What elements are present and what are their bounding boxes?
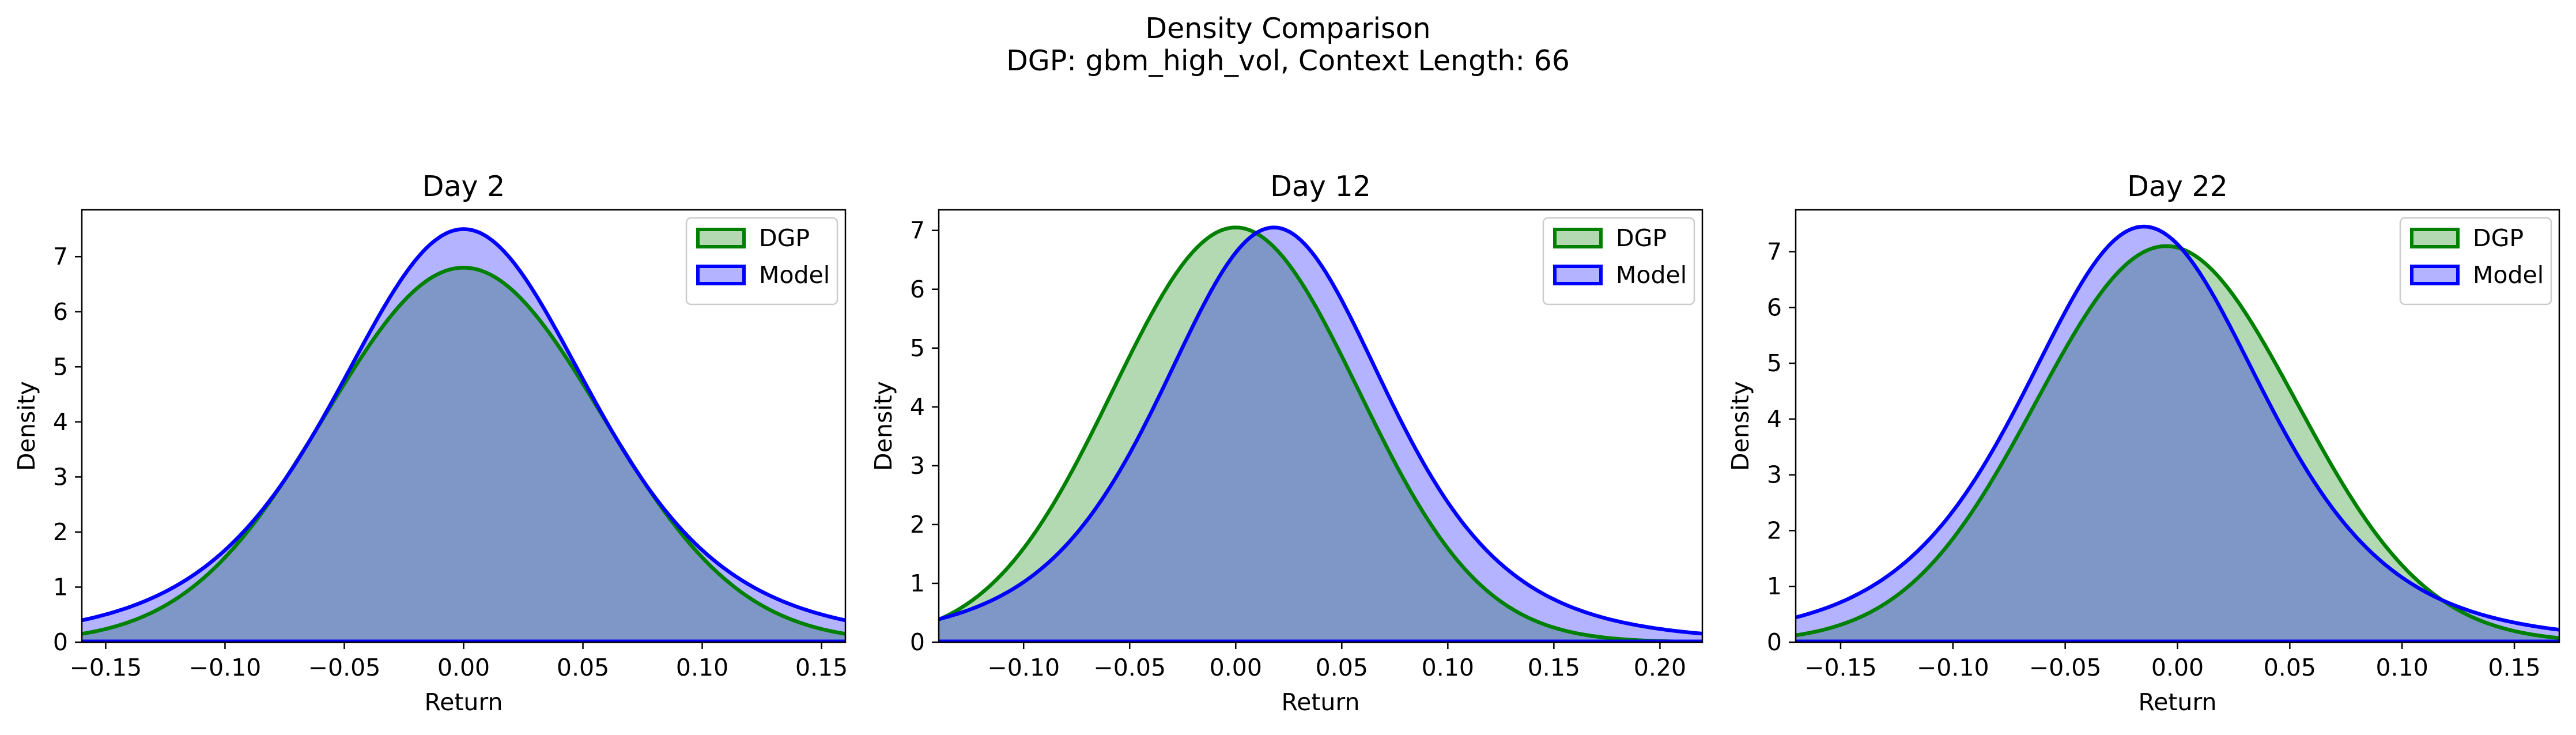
x-tick-label: −0.15 xyxy=(1804,654,1877,681)
y-tick-label: 6 xyxy=(1767,293,1782,321)
x-tick-label: 0.15 xyxy=(2488,654,2540,681)
y-tick-label: 2 xyxy=(910,511,925,538)
x-tick-label: −0.10 xyxy=(189,654,262,681)
y-tick-label: 3 xyxy=(53,463,68,491)
figure-title: Density Comparison xyxy=(1145,12,1430,45)
y-axis-label: Density xyxy=(1727,381,1754,471)
model-legend-swatch xyxy=(2410,265,2460,285)
model-density-line xyxy=(82,227,845,623)
x-tick-label: 0.15 xyxy=(795,654,848,681)
panel-title: Day 2 xyxy=(422,170,505,203)
dgp-density-line xyxy=(939,225,1702,642)
legend: DGP Model xyxy=(2399,217,2552,306)
x-axis-label: Return xyxy=(2138,688,2216,716)
panel-day-12: −0.10 −0.05 0.00 0.05 0.10 0.15 0.20 0 1 2 3 4 5 6 7 Da… xyxy=(870,170,1704,716)
dgp-legend-swatch xyxy=(2410,228,2460,248)
x-tick-label: −0.05 xyxy=(1093,654,1166,681)
y-tick-label: 2 xyxy=(1767,517,1782,544)
plot-area xyxy=(1796,224,2559,642)
x-tick-label: −0.05 xyxy=(2029,654,2102,681)
overlap-fill xyxy=(82,267,845,642)
y-tick-label: 0 xyxy=(1767,628,1782,656)
x-tick-label: 0.05 xyxy=(557,654,609,681)
y-tick-label: 6 xyxy=(910,276,925,303)
x-tick-label: −0.15 xyxy=(70,654,142,681)
legend-label-dgp: DGP xyxy=(2473,224,2524,252)
y-tick-label: 5 xyxy=(53,353,68,380)
panel-title: Day 22 xyxy=(2127,170,2228,203)
y-tick-label: 6 xyxy=(53,298,68,326)
x-tick-label: 0.15 xyxy=(1528,654,1580,681)
x-tick-label: 0.10 xyxy=(2376,654,2428,681)
x-tick-label: −0.10 xyxy=(987,654,1060,681)
y-tick-label: 0 xyxy=(53,628,68,656)
x-tick-label: 0.00 xyxy=(1210,654,1262,681)
y-tick-label: 2 xyxy=(53,518,68,546)
model-legend-swatch xyxy=(1553,265,1603,285)
y-axis-label: Density xyxy=(13,381,40,471)
x-tick-label: −0.05 xyxy=(308,654,381,681)
y-tick-label: 5 xyxy=(1767,349,1782,377)
overlap-fill xyxy=(939,233,1702,642)
plot-area xyxy=(82,227,845,642)
panel-day-22: −0.15 −0.10 −0.05 0.00 0.05 0.10 0.15 0 1 2 3 4 5 6 7 D… xyxy=(1727,170,2560,716)
legend: DGP Model xyxy=(1542,217,1695,306)
legend-label-model: Model xyxy=(759,261,830,289)
y-tick-label: 4 xyxy=(1767,405,1782,433)
y-tick-label: 7 xyxy=(910,217,925,244)
overlap-fill xyxy=(1796,246,2559,642)
dgp-legend-swatch xyxy=(1553,228,1603,248)
dgp-density-line xyxy=(82,266,845,636)
x-tick-label: 0.20 xyxy=(1634,654,1686,681)
x-axis-label: Return xyxy=(424,688,503,716)
y-tick-label: 0 xyxy=(910,628,925,656)
y-tick-label: 3 xyxy=(1767,461,1782,489)
plot-area xyxy=(939,225,1702,642)
panel-title: Day 12 xyxy=(1270,170,1371,203)
x-tick-label: 0.10 xyxy=(676,654,728,681)
y-tick-label: 1 xyxy=(53,573,68,601)
legend-label-model: Model xyxy=(2473,261,2544,289)
y-tick-label: 1 xyxy=(1767,572,1782,600)
model-legend-swatch xyxy=(696,265,746,285)
axes-frame xyxy=(938,209,1704,643)
y-tick-label: 7 xyxy=(53,243,68,270)
dgp-legend-swatch xyxy=(696,228,746,248)
x-axis-label: Return xyxy=(1281,688,1359,716)
legend-label-model: Model xyxy=(1616,261,1687,289)
x-tick-label: 0.00 xyxy=(2151,654,2204,681)
x-tick-label: 0.00 xyxy=(437,654,490,681)
y-tick-label: 3 xyxy=(910,452,925,480)
y-tick-label: 1 xyxy=(910,570,925,597)
y-tick-label: 4 xyxy=(910,393,925,421)
y-axis-label: Density xyxy=(870,381,897,471)
figure-subtitle: DGP: gbm_high_vol, Context Length: 66 xyxy=(1006,44,1570,77)
legend: DGP Model xyxy=(685,217,838,306)
legend-label-dgp: DGP xyxy=(759,224,810,252)
model-density-line xyxy=(939,225,1702,636)
y-tick-label: 5 xyxy=(910,334,925,362)
x-tick-label: −0.10 xyxy=(1917,654,1989,681)
y-tick-label: 7 xyxy=(1767,238,1782,266)
x-tick-label: 0.05 xyxy=(1316,654,1368,681)
y-tick-label: 4 xyxy=(53,408,68,436)
panel-day-2: −0.15 −0.10 −0.05 0.00 0.05 0.10 0.15 0 1 2 3 4 5 6 7 D… xyxy=(13,170,848,716)
x-tick-label: 0.05 xyxy=(2264,654,2316,681)
dgp-density-line xyxy=(1796,244,2559,640)
legend-label-dgp: DGP xyxy=(1616,224,1667,252)
x-tick-label: 0.10 xyxy=(1422,654,1474,681)
model-density-line xyxy=(1796,224,2559,632)
